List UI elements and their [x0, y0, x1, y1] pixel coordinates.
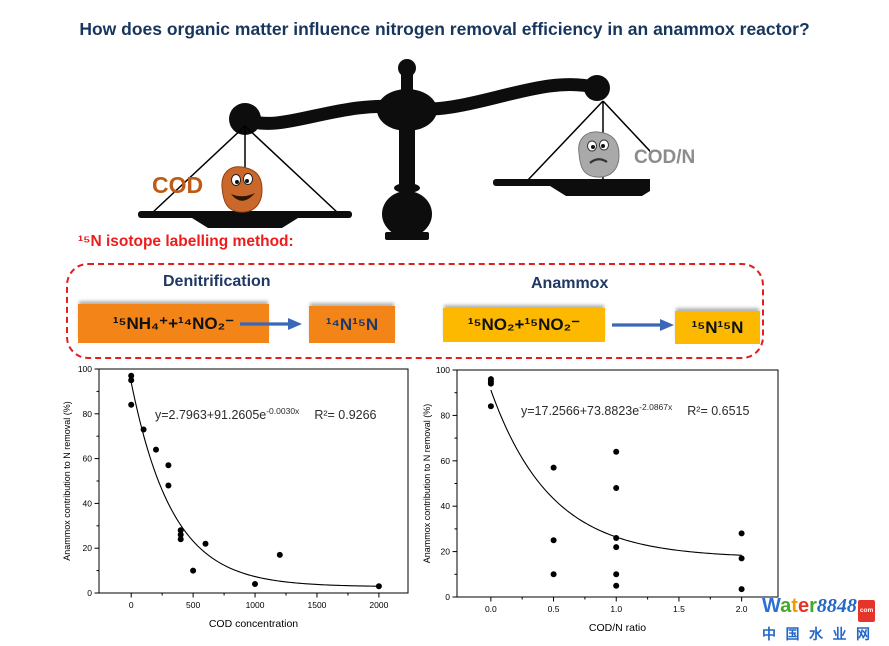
- logo-com-badge: com: [857, 600, 876, 622]
- svg-text:80: 80: [441, 410, 451, 420]
- balance-scale-icon: [138, 59, 650, 240]
- equation-exponent: -2.0867x: [639, 402, 673, 412]
- scatter-plot: 0 20 40 60 80 100 0.0 0.5 1.0 1.5 2.0 COD/N ratio An…: [422, 365, 779, 634]
- logo-chinese-text: 中国水业网: [762, 626, 880, 642]
- arrow-right-icon: [240, 318, 302, 330]
- process-label-denitrification: Denitrification: [163, 273, 271, 290]
- r-squared-value: R²= 0.9266: [314, 408, 377, 423]
- logo-8848-text: 8848: [816, 595, 857, 617]
- svg-text:80: 80: [83, 409, 93, 419]
- svg-text:100: 100: [436, 365, 450, 375]
- equation-base: y=17.2566+73.8823e: [521, 404, 640, 419]
- reaction-panel: [66, 263, 764, 359]
- svg-text:1500: 1500: [308, 600, 327, 610]
- scale-beam: [229, 75, 610, 135]
- svg-text:40: 40: [83, 498, 93, 508]
- svg-text:1.5: 1.5: [673, 604, 685, 614]
- page-title: How does organic matter influence nitrog…: [79, 19, 810, 39]
- svg-text:0.0: 0.0: [485, 604, 497, 614]
- svg-text:0.5: 0.5: [548, 604, 560, 614]
- equation-exponent: -0.0030x: [266, 406, 300, 416]
- svg-text:1.0: 1.0: [610, 604, 622, 614]
- svg-text:2.0: 2.0: [736, 604, 748, 614]
- process-label-anammox: Anammox: [531, 275, 609, 292]
- water8848-logo: Water8848 com 中国水业网: [762, 596, 888, 644]
- svg-text:0: 0: [87, 588, 92, 598]
- sad-face-icon: [578, 131, 620, 178]
- arrow-right-icon: [612, 319, 674, 331]
- reactant-box-anammox: ¹⁵NO₂+¹⁵NO₂⁻: [443, 308, 605, 342]
- svg-text:2000: 2000: [369, 600, 388, 610]
- svg-text:0: 0: [129, 600, 134, 610]
- cod-n-label: COD/N: [634, 147, 696, 168]
- logo-water-text: Water: [762, 595, 817, 617]
- happy-face-icon: [221, 166, 263, 213]
- r-squared-value: R²= 0.6515: [687, 404, 750, 419]
- right-pan: [493, 100, 650, 196]
- svg-text:0: 0: [445, 592, 450, 602]
- chart-cod-concentration: 0 20 40 60 80 100 0 500 1000 1500 2000 COD concentr…: [55, 362, 425, 642]
- svg-text:Anammox contribution to N remo: Anammox contribution to N removal (%): [422, 404, 432, 564]
- svg-text:1000: 1000: [246, 600, 265, 610]
- reactant-box-denitrification: ¹⁵NH₄⁺+¹⁴NO₂⁻: [78, 304, 269, 343]
- svg-text:40: 40: [441, 501, 451, 511]
- svg-text:60: 60: [441, 456, 451, 466]
- svg-text:20: 20: [83, 543, 93, 553]
- svg-text:60: 60: [83, 454, 93, 464]
- svg-text:Anammox contribution to N remo: Anammox contribution to N removal (%): [62, 401, 72, 561]
- cod-label: COD: [152, 172, 204, 198]
- product-box-denitrification: ¹⁴N¹⁵N: [309, 306, 395, 343]
- logo-water-line: Water8848 com: [762, 596, 888, 622]
- svg-text:20: 20: [441, 547, 451, 557]
- chart-codn-ratio: 0 20 40 60 80 100 0.0 0.5 1.0 1.5 2.0 COD/N ratio An…: [415, 362, 790, 642]
- fit-equation: y=2.7963+91.2605e-0.0030x R²= 0.9266: [155, 406, 377, 422]
- svg-text:COD/N ratio: COD/N ratio: [589, 622, 646, 634]
- isotope-method-heading: ¹⁵N isotope labelling method:: [78, 233, 294, 250]
- product-box-anammox: ¹⁵N¹⁵N: [675, 311, 760, 344]
- svg-text:100: 100: [78, 364, 92, 374]
- scale-stand: [382, 59, 432, 240]
- fit-equation: y=17.2566+73.8823e-2.0867x R²= 0.6515: [521, 402, 749, 418]
- svg-text:COD concentration: COD concentration: [209, 618, 298, 630]
- svg-text:500: 500: [186, 600, 200, 610]
- equation-base: y=2.7963+91.2605e: [155, 408, 267, 423]
